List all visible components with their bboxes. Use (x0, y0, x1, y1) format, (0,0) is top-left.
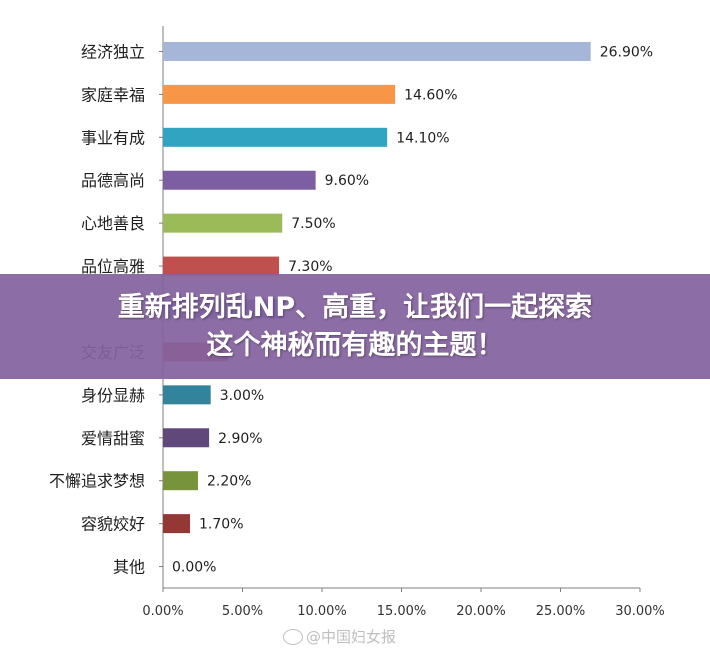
watermark-text: @中国妇女报 (306, 628, 397, 646)
bar-value-label: 2.90% (218, 431, 262, 447)
bar-value-label: 0.00% (172, 560, 216, 576)
bar-value-label: 3.00% (220, 388, 264, 404)
category-label: 身份显赫 (81, 386, 145, 405)
x-tick-label: 5.00% (222, 604, 263, 619)
category-label: 不懈追求梦想 (49, 472, 145, 491)
category-label: 心地善良 (81, 214, 145, 233)
bar-value-label: 14.10% (396, 130, 449, 146)
category-label: 品位高雅 (81, 257, 145, 276)
x-tick-label: 25.00% (536, 604, 586, 619)
bar (163, 127, 388, 147)
bar (163, 41, 591, 61)
bar-value-label: 7.30% (288, 259, 332, 275)
bar-value-label: 14.60% (404, 87, 457, 103)
bar-value-label: 26.90% (600, 44, 653, 60)
title-banner-overlay: 重新排列乱NP、高重，让我们一起探索 这个神秘而有趣的主题！ (0, 274, 710, 379)
weibo-icon (283, 628, 303, 645)
bar (163, 385, 211, 405)
category-label: 容貌姣好 (81, 515, 145, 534)
bar-value-label: 7.50% (291, 216, 335, 232)
category-label: 家庭幸福 (81, 85, 145, 104)
bar (163, 213, 283, 233)
x-tick-label: 20.00% (456, 604, 506, 619)
bar-value-label: 2.20% (207, 474, 251, 490)
bar (163, 170, 316, 190)
x-tick-label: 30.00% (615, 604, 665, 619)
category-label: 其他 (113, 558, 145, 577)
watermark: @中国妇女报 (283, 626, 396, 647)
bar (163, 514, 191, 534)
bar-value-label: 9.60% (325, 173, 369, 189)
x-tick-label: 0.00% (142, 604, 183, 619)
category-label: 事业有成 (81, 128, 145, 147)
x-tick-label: 15.00% (377, 604, 427, 619)
bar (163, 256, 280, 276)
category-label: 品德高尚 (81, 171, 145, 190)
bar (163, 428, 210, 448)
bar-value-label: 1.70% (199, 517, 243, 533)
category-label: 爱情甜蜜 (81, 429, 145, 448)
banner-line-1: 重新排列乱NP、高重，让我们一起探索 (117, 291, 593, 323)
banner-line-2: 这个神秘而有趣的主题！ (206, 329, 504, 361)
bar (163, 84, 396, 104)
bar (163, 471, 198, 491)
category-label: 经济独立 (81, 42, 145, 61)
x-tick-label: 10.00% (297, 604, 347, 619)
